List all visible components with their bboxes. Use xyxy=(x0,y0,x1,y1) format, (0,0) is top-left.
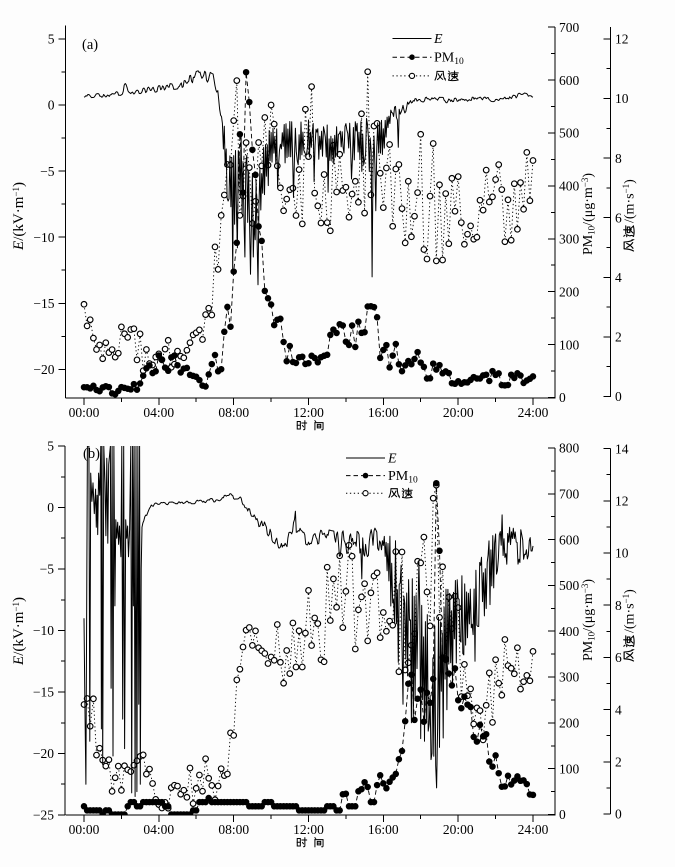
svg-text:20:00: 20:00 xyxy=(443,405,474,420)
svg-text:800: 800 xyxy=(559,441,580,456)
svg-text:−15: −15 xyxy=(33,296,54,311)
svg-text:500: 500 xyxy=(559,126,580,141)
svg-text:300: 300 xyxy=(559,670,580,685)
svg-text:4: 4 xyxy=(615,702,622,717)
svg-text:700: 700 xyxy=(559,20,580,35)
svg-text:0: 0 xyxy=(559,390,566,405)
svg-text:0: 0 xyxy=(559,807,566,822)
svg-text:10: 10 xyxy=(615,546,629,561)
svg-text:100: 100 xyxy=(559,337,580,352)
svg-text:(b): (b) xyxy=(83,446,100,462)
svg-text:2: 2 xyxy=(615,330,622,345)
svg-text:12: 12 xyxy=(615,494,629,509)
svg-text:−10: −10 xyxy=(33,623,54,638)
svg-text:−10: −10 xyxy=(33,230,54,245)
svg-text:100: 100 xyxy=(559,761,580,776)
svg-text:E: E xyxy=(387,452,397,467)
svg-text:10: 10 xyxy=(615,91,629,106)
svg-text:12:00: 12:00 xyxy=(293,405,324,420)
svg-text:400: 400 xyxy=(559,179,580,194)
svg-text:24:00: 24:00 xyxy=(518,822,549,837)
svg-text:12:00: 12:00 xyxy=(293,822,324,837)
svg-text:04:00: 04:00 xyxy=(143,822,174,837)
svg-text:24:00: 24:00 xyxy=(518,405,549,420)
svg-text:08:00: 08:00 xyxy=(218,405,249,420)
svg-text:6: 6 xyxy=(615,650,622,665)
svg-text:E/(kV·m−1): E/(kV·m−1) xyxy=(11,597,27,666)
svg-text:4: 4 xyxy=(615,270,622,285)
svg-text:8: 8 xyxy=(615,151,622,166)
svg-text:700: 700 xyxy=(559,487,580,502)
svg-text:−25: −25 xyxy=(33,808,54,823)
svg-text:0: 0 xyxy=(615,807,622,822)
svg-text:14: 14 xyxy=(615,441,629,456)
svg-text:E/(kV·m−1): E/(kV·m−1) xyxy=(11,182,27,251)
svg-text:00:00: 00:00 xyxy=(69,822,100,837)
svg-text:0: 0 xyxy=(615,389,622,404)
svg-text:6: 6 xyxy=(615,210,622,225)
svg-text:04:00: 04:00 xyxy=(143,405,174,420)
svg-text:600: 600 xyxy=(559,532,580,547)
svg-text:16:00: 16:00 xyxy=(368,405,399,420)
svg-text:200: 200 xyxy=(559,716,580,731)
svg-text:5: 5 xyxy=(47,439,54,454)
svg-text:200: 200 xyxy=(559,284,580,299)
svg-text:300: 300 xyxy=(559,232,580,247)
svg-text:400: 400 xyxy=(559,624,580,639)
svg-text:(a): (a) xyxy=(82,37,98,53)
svg-text:12: 12 xyxy=(615,32,629,47)
svg-text:−5: −5 xyxy=(40,562,55,577)
svg-text:0: 0 xyxy=(47,500,54,515)
svg-text:−15: −15 xyxy=(33,685,54,700)
svg-text:16:00: 16:00 xyxy=(368,822,399,837)
svg-text:E: E xyxy=(433,32,443,47)
svg-text:20:00: 20:00 xyxy=(443,822,474,837)
svg-text:0: 0 xyxy=(48,98,55,113)
svg-text:5: 5 xyxy=(48,32,55,47)
svg-text:500: 500 xyxy=(559,578,580,593)
svg-text:08:00: 08:00 xyxy=(218,822,249,837)
svg-text:600: 600 xyxy=(559,73,580,88)
svg-text:−20: −20 xyxy=(33,362,54,377)
svg-text:−20: −20 xyxy=(33,746,54,761)
svg-text:2: 2 xyxy=(615,755,622,770)
svg-text:00:00: 00:00 xyxy=(69,405,100,420)
svg-text:8: 8 xyxy=(615,598,622,613)
svg-text:−5: −5 xyxy=(40,164,55,179)
